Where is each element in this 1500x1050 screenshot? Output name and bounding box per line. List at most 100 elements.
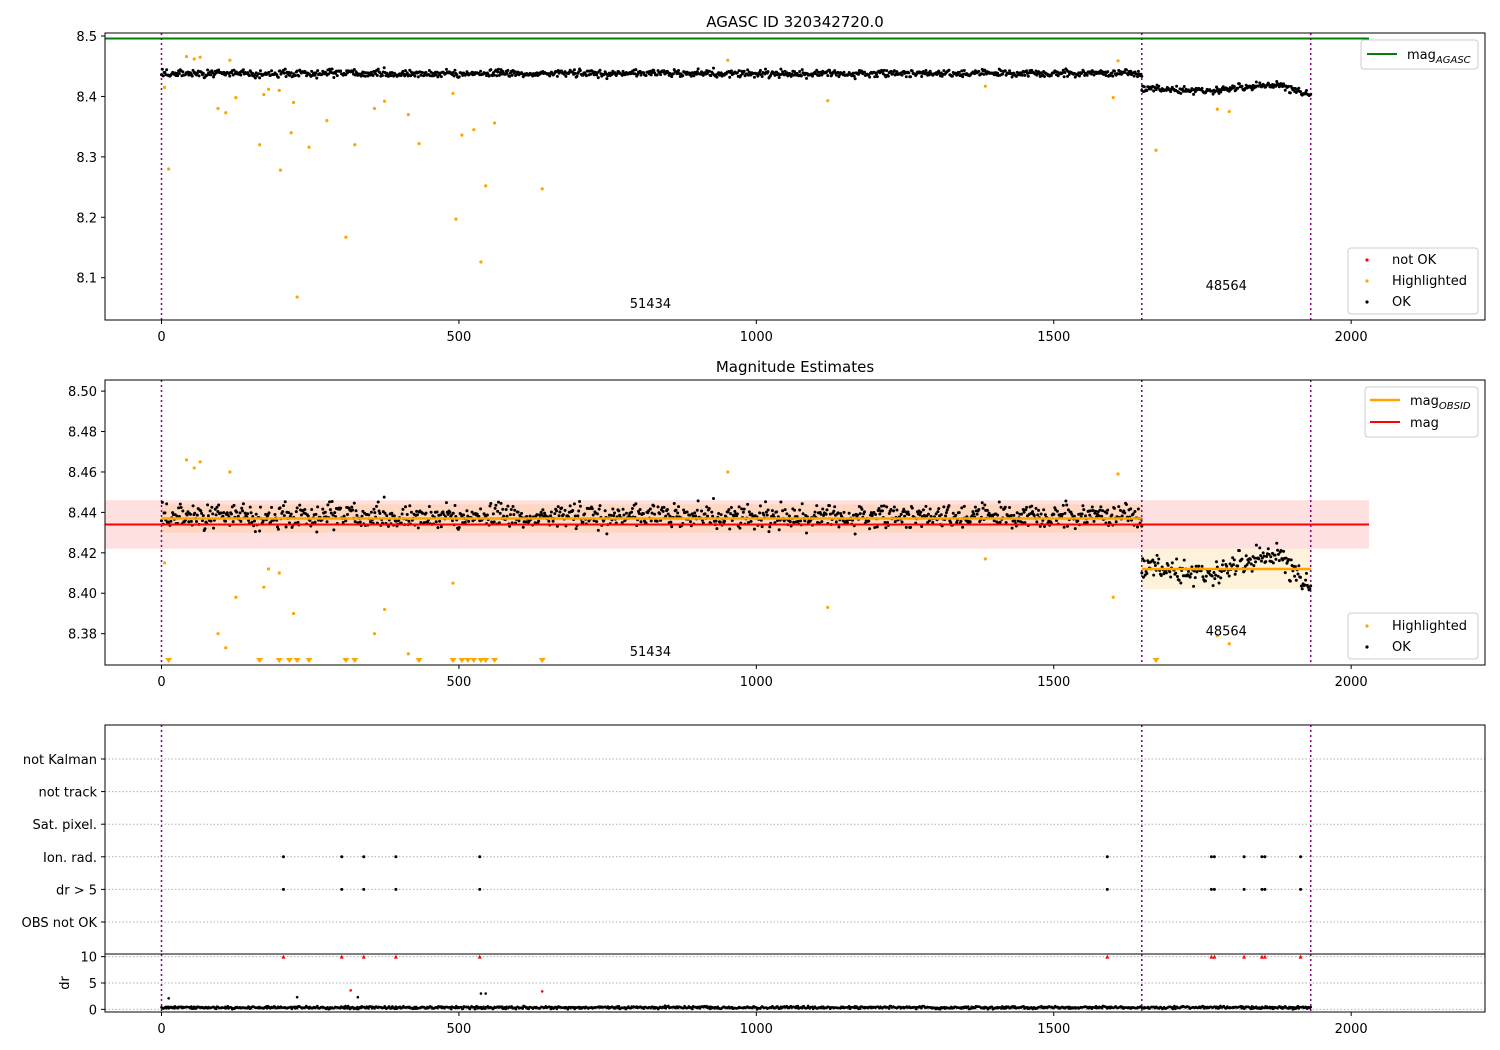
ok-point <box>1085 520 1089 524</box>
ok-point <box>332 76 336 80</box>
ok-point <box>907 71 911 75</box>
ok-point <box>1259 559 1263 563</box>
legend-label-ok: OK <box>1392 640 1411 655</box>
ok-point <box>535 71 539 75</box>
ok-point <box>253 530 257 534</box>
ok-point <box>968 520 972 524</box>
ok-point <box>1210 574 1214 578</box>
ok-point <box>284 75 288 79</box>
ok-point <box>895 70 899 74</box>
ok-point <box>341 520 345 524</box>
dr-point <box>214 1007 218 1011</box>
ok-point <box>165 68 169 72</box>
ok-point <box>793 508 797 512</box>
ok-point <box>1073 75 1077 79</box>
highlighted-point <box>325 119 329 123</box>
ok-point <box>924 68 928 72</box>
ok-point <box>494 503 498 507</box>
highlighted-point <box>451 581 455 585</box>
ok-point <box>712 66 716 70</box>
ok-point <box>882 504 886 508</box>
highlighted-point <box>1116 59 1120 63</box>
ok-point <box>1136 75 1140 79</box>
ok-point <box>1136 525 1140 529</box>
ok-point <box>1042 508 1046 512</box>
ok-point <box>1132 74 1136 78</box>
legend-label-highlighted: Highlighted <box>1392 274 1467 289</box>
ok-point <box>203 527 207 531</box>
ok-point <box>434 520 438 524</box>
ok-point <box>700 509 704 513</box>
y-tick-label: 8.4 <box>76 90 97 105</box>
ok-point <box>345 512 349 516</box>
below-range-marker <box>538 658 546 663</box>
ok-point <box>185 513 189 517</box>
flag-point <box>1212 887 1216 891</box>
ok-point <box>889 507 893 511</box>
ok-point <box>429 510 433 514</box>
ok-point <box>1203 579 1207 583</box>
ok-point <box>1188 575 1192 579</box>
ok-point <box>703 512 707 516</box>
ok-point <box>571 70 575 74</box>
ok-point <box>920 525 924 529</box>
ok-point <box>382 66 386 70</box>
dr-clipped-marker <box>1259 954 1264 959</box>
ok-point <box>893 520 897 524</box>
ok-point <box>216 510 220 514</box>
ok-point <box>1159 573 1163 577</box>
ok-point <box>243 511 247 515</box>
highlighted-point <box>1215 634 1219 638</box>
ok-point <box>572 68 576 72</box>
ok-point <box>589 72 593 76</box>
highlighted-point <box>1111 96 1115 100</box>
ok-point <box>289 71 293 75</box>
ok-point <box>477 514 481 518</box>
dr-clipped-marker <box>281 954 286 959</box>
ok-point <box>1266 547 1270 551</box>
ok-point <box>510 73 514 77</box>
ok-point <box>1083 514 1087 518</box>
ok-point <box>904 525 908 529</box>
highlighted-point <box>291 100 296 105</box>
ok-point <box>1032 513 1036 517</box>
ok-point <box>206 514 210 518</box>
ok-point <box>918 513 922 517</box>
ok-point <box>517 519 521 523</box>
ok-point <box>377 509 381 513</box>
highlighted-point <box>479 260 483 264</box>
ok-point <box>659 73 663 77</box>
dr-point <box>566 1007 570 1011</box>
highlighted-point <box>162 561 167 565</box>
ok-point <box>1039 512 1043 516</box>
ok-point <box>258 505 262 509</box>
ok-point <box>1038 524 1042 528</box>
ok-point <box>999 505 1003 509</box>
ok-point <box>283 500 287 504</box>
ok-point <box>737 69 741 73</box>
ok-point <box>867 519 871 523</box>
ok-point <box>329 511 333 515</box>
ok-point <box>1190 565 1194 569</box>
ok-point <box>1189 572 1193 576</box>
ok-point <box>642 512 646 516</box>
ok-point <box>955 520 959 524</box>
ok-point <box>328 67 332 71</box>
ok-point <box>875 525 879 529</box>
ok-point <box>574 527 578 531</box>
ok-point <box>209 519 213 523</box>
dr-clipped-marker <box>393 954 398 959</box>
ok-point <box>729 512 733 516</box>
ok-point <box>200 511 204 515</box>
ok-point <box>711 514 715 518</box>
dr-outlier-point <box>356 995 360 999</box>
ok-point <box>1164 88 1168 92</box>
ok-point <box>1169 90 1173 94</box>
ok-point <box>1277 85 1281 89</box>
ok-point <box>1140 571 1144 575</box>
ok-point <box>439 75 443 79</box>
ok-point <box>662 69 666 73</box>
ok-point <box>1275 541 1279 545</box>
ok-point <box>783 508 787 512</box>
